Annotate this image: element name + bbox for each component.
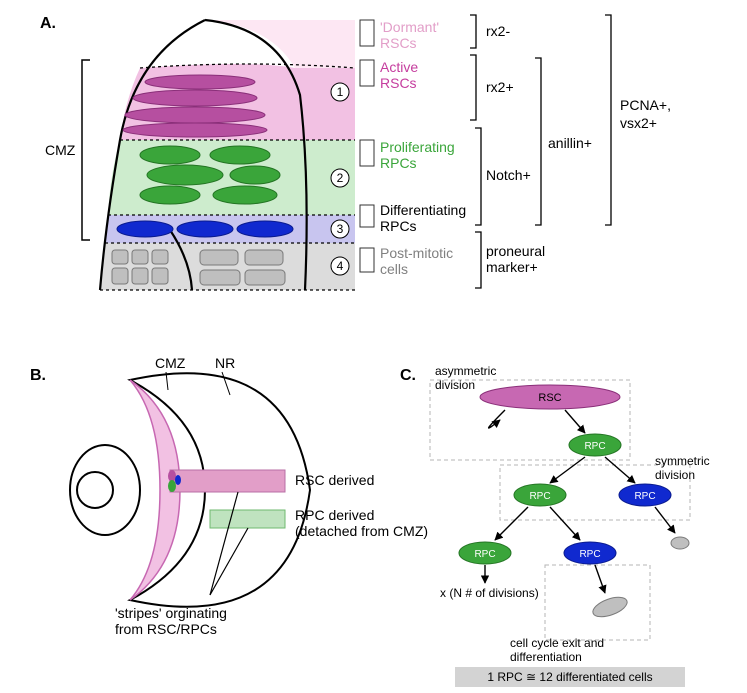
- asym-label-1: asymmetric: [435, 364, 496, 378]
- marker-rx2plus: rx2+: [486, 79, 514, 95]
- rpc-cell-3-label: RPC: [634, 491, 655, 502]
- zone-dormant-title2: RSCs: [380, 35, 417, 51]
- zone-diff-title1: Differentiating: [380, 202, 466, 218]
- label-rpc-derived-1: RPC derived: [295, 507, 374, 523]
- zone-pm-title1: Post-mitotic: [380, 245, 453, 261]
- panel-a-marker-text: rx2- rx2+ Notch+ anillin+ proneural mark…: [486, 23, 671, 275]
- panel-b-diagram: CMZ NR RSC derived RPC derived (detached…: [70, 355, 428, 637]
- zone-prolif-title2: RPCs: [380, 155, 417, 171]
- panel-b-label: B.: [30, 367, 46, 384]
- panel-c-label: C.: [400, 367, 416, 384]
- bottom-text: 1 RPC ≅ 12 differentiated cells: [487, 670, 652, 684]
- sym-label-2: division: [655, 468, 695, 482]
- rpc-cell-5-label: RPC: [579, 549, 600, 560]
- figure-svg: A.: [0, 0, 747, 693]
- cmz-label: CMZ: [45, 142, 76, 158]
- marker-rx2minus: rx2-: [486, 23, 510, 39]
- label-nr: NR: [215, 355, 235, 371]
- diff-rpc-cells: [117, 221, 293, 237]
- rpc-cell-2-label: RPC: [529, 491, 550, 502]
- svg-text:1: 1: [337, 85, 344, 99]
- asym-label-2: division: [435, 378, 475, 392]
- panel-c-diagram: RSC RPC RPC RPC RPC RPC asymmetri: [430, 364, 710, 687]
- stripe-text-2: from RSC/RPCs: [115, 621, 217, 637]
- cmz-bracket: [82, 60, 90, 240]
- zone-prolif-title1: Proliferating: [380, 139, 455, 155]
- panel-a-diagram: 1 2 3 4: [100, 20, 355, 290]
- zone-diff-title2: RPCs: [380, 218, 417, 234]
- panel-a-legend: 'Dormant' RSCs Active RSCs Proliferating…: [360, 19, 466, 277]
- marker-proneu1: proneural: [486, 243, 545, 259]
- zone-dormant-title1: 'Dormant': [380, 19, 439, 35]
- svg-text:4: 4: [337, 259, 344, 273]
- label-rpc-derived-2: (detached from CMZ): [295, 523, 428, 539]
- label-rsc-derived: RSC derived: [295, 472, 374, 488]
- ndiv-label: x (N # of divisions): [440, 586, 539, 600]
- zone-pm-title2: cells: [380, 261, 408, 277]
- exit-label-2: differentiation: [510, 650, 582, 664]
- zone-active-title1: Active: [380, 59, 418, 75]
- label-cmz: CMZ: [155, 355, 186, 371]
- zone-dormant-rscs: [205, 20, 355, 68]
- rsc-cell-label: RSC: [538, 392, 561, 404]
- marker-vsx2: vsx2+: [620, 115, 657, 131]
- stripe-rpc: [210, 510, 285, 528]
- marker-pcna: PCNA+,: [620, 97, 671, 113]
- exit-label-1: cell cycle exit and: [510, 636, 604, 650]
- marker-notch: Notch+: [486, 167, 531, 183]
- stripe-rsc: [170, 470, 285, 492]
- rpc-cell-1-label: RPC: [584, 441, 605, 452]
- rpc-cell-4-label: RPC: [474, 549, 495, 560]
- zone-active-title2: RSCs: [380, 75, 417, 91]
- svg-text:2: 2: [337, 171, 344, 185]
- sym-label-1: symmetric: [655, 454, 710, 468]
- panel-a-label: A.: [40, 15, 56, 32]
- stripe-text-1: 'stripes' orginating: [115, 605, 227, 621]
- marker-anillin: anillin+: [548, 135, 592, 151]
- marker-proneu2: marker+: [486, 259, 538, 275]
- svg-text:3: 3: [337, 222, 344, 236]
